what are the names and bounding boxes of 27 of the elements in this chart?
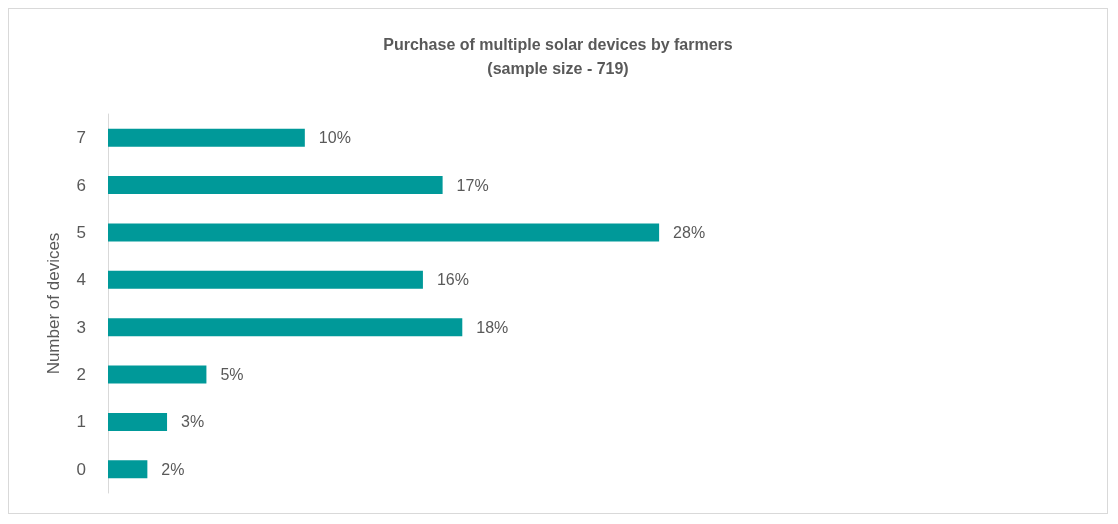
bar	[108, 270, 423, 289]
bar	[108, 412, 168, 431]
bar	[108, 460, 148, 479]
y-tick-label: 1	[76, 412, 86, 432]
bar	[108, 128, 305, 147]
y-tick-label: 2	[76, 365, 86, 385]
y-tick-label: 7	[76, 128, 86, 148]
data-label: 3%	[181, 413, 205, 431]
bar	[108, 365, 207, 384]
data-label: 17%	[456, 176, 489, 194]
chart-title: Purchase of multiple solar devices by farmers	[383, 35, 733, 53]
data-label: 16%	[436, 271, 469, 289]
bar	[108, 223, 660, 242]
y-axis-title: Number of devices	[44, 232, 63, 375]
bar	[108, 318, 463, 337]
data-label: 2%	[161, 460, 185, 478]
data-label: 5%	[220, 366, 244, 384]
y-tick-label: 4	[76, 270, 86, 290]
y-tick-label: 0	[76, 459, 86, 479]
chart-subtitle: (sample size - 719)	[487, 59, 629, 77]
y-tick-label: 6	[76, 175, 86, 195]
data-label: 18%	[476, 318, 509, 336]
data-label: 28%	[673, 223, 706, 241]
data-label: 10%	[318, 129, 351, 147]
y-tick-label: 5	[76, 222, 86, 242]
y-tick-label: 3	[76, 317, 86, 337]
bar	[108, 176, 443, 195]
